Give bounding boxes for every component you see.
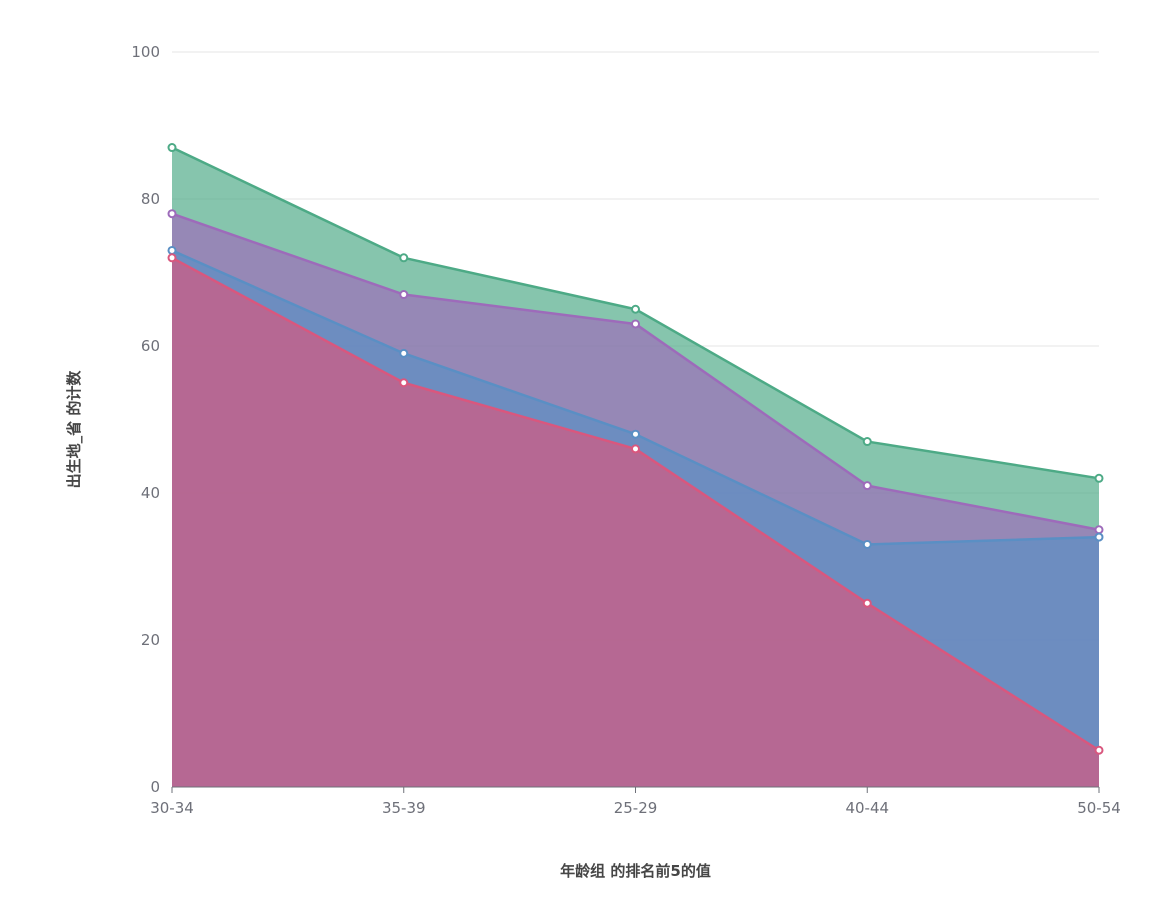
data-point[interactable]: [167, 209, 177, 219]
series-points: [167, 143, 1104, 755]
x-tick-label: 35-39: [382, 799, 426, 817]
data-point[interactable]: [631, 304, 640, 314]
data-point[interactable]: [1094, 525, 1104, 535]
x-tick-label: 40-44: [845, 799, 889, 817]
data-point[interactable]: [631, 444, 640, 454]
data-point[interactable]: [167, 245, 177, 255]
data-point[interactable]: [1094, 745, 1104, 755]
y-tick-label: 20: [141, 631, 160, 649]
data-point[interactable]: [1094, 532, 1104, 542]
x-axis-title: 年龄组 的排名前5的值: [560, 862, 711, 880]
y-tick-label: 60: [141, 337, 160, 355]
data-point[interactable]: [167, 143, 177, 153]
data-point[interactable]: [631, 319, 640, 329]
data-point[interactable]: [399, 348, 409, 358]
series-area: [172, 257, 1099, 787]
data-point[interactable]: [1094, 473, 1104, 483]
data-point[interactable]: [399, 378, 409, 388]
data-point[interactable]: [167, 253, 177, 263]
series-areas: [172, 147, 1099, 788]
x-tick-label: 30-34: [150, 799, 194, 817]
y-tick-label: 80: [141, 190, 160, 208]
y-tick-label: 40: [141, 484, 160, 502]
y-tick-label: 100: [131, 43, 160, 61]
y-axis-title: 出生地_省 的计数: [65, 370, 83, 489]
data-point[interactable]: [862, 539, 872, 549]
x-tick-label: 25-29: [614, 799, 658, 817]
data-point[interactable]: [631, 429, 640, 439]
data-point[interactable]: [862, 598, 872, 608]
y-tick-label: 0: [150, 778, 160, 796]
x-tick-label: 50-54: [1077, 799, 1121, 817]
data-point[interactable]: [399, 290, 409, 300]
data-point[interactable]: [399, 253, 409, 263]
data-point[interactable]: [862, 481, 872, 491]
axes: 0 20 40 60 80 100 30-34 35-39 25-29 40-44 50-54: [131, 43, 1120, 817]
data-point[interactable]: [862, 437, 872, 447]
